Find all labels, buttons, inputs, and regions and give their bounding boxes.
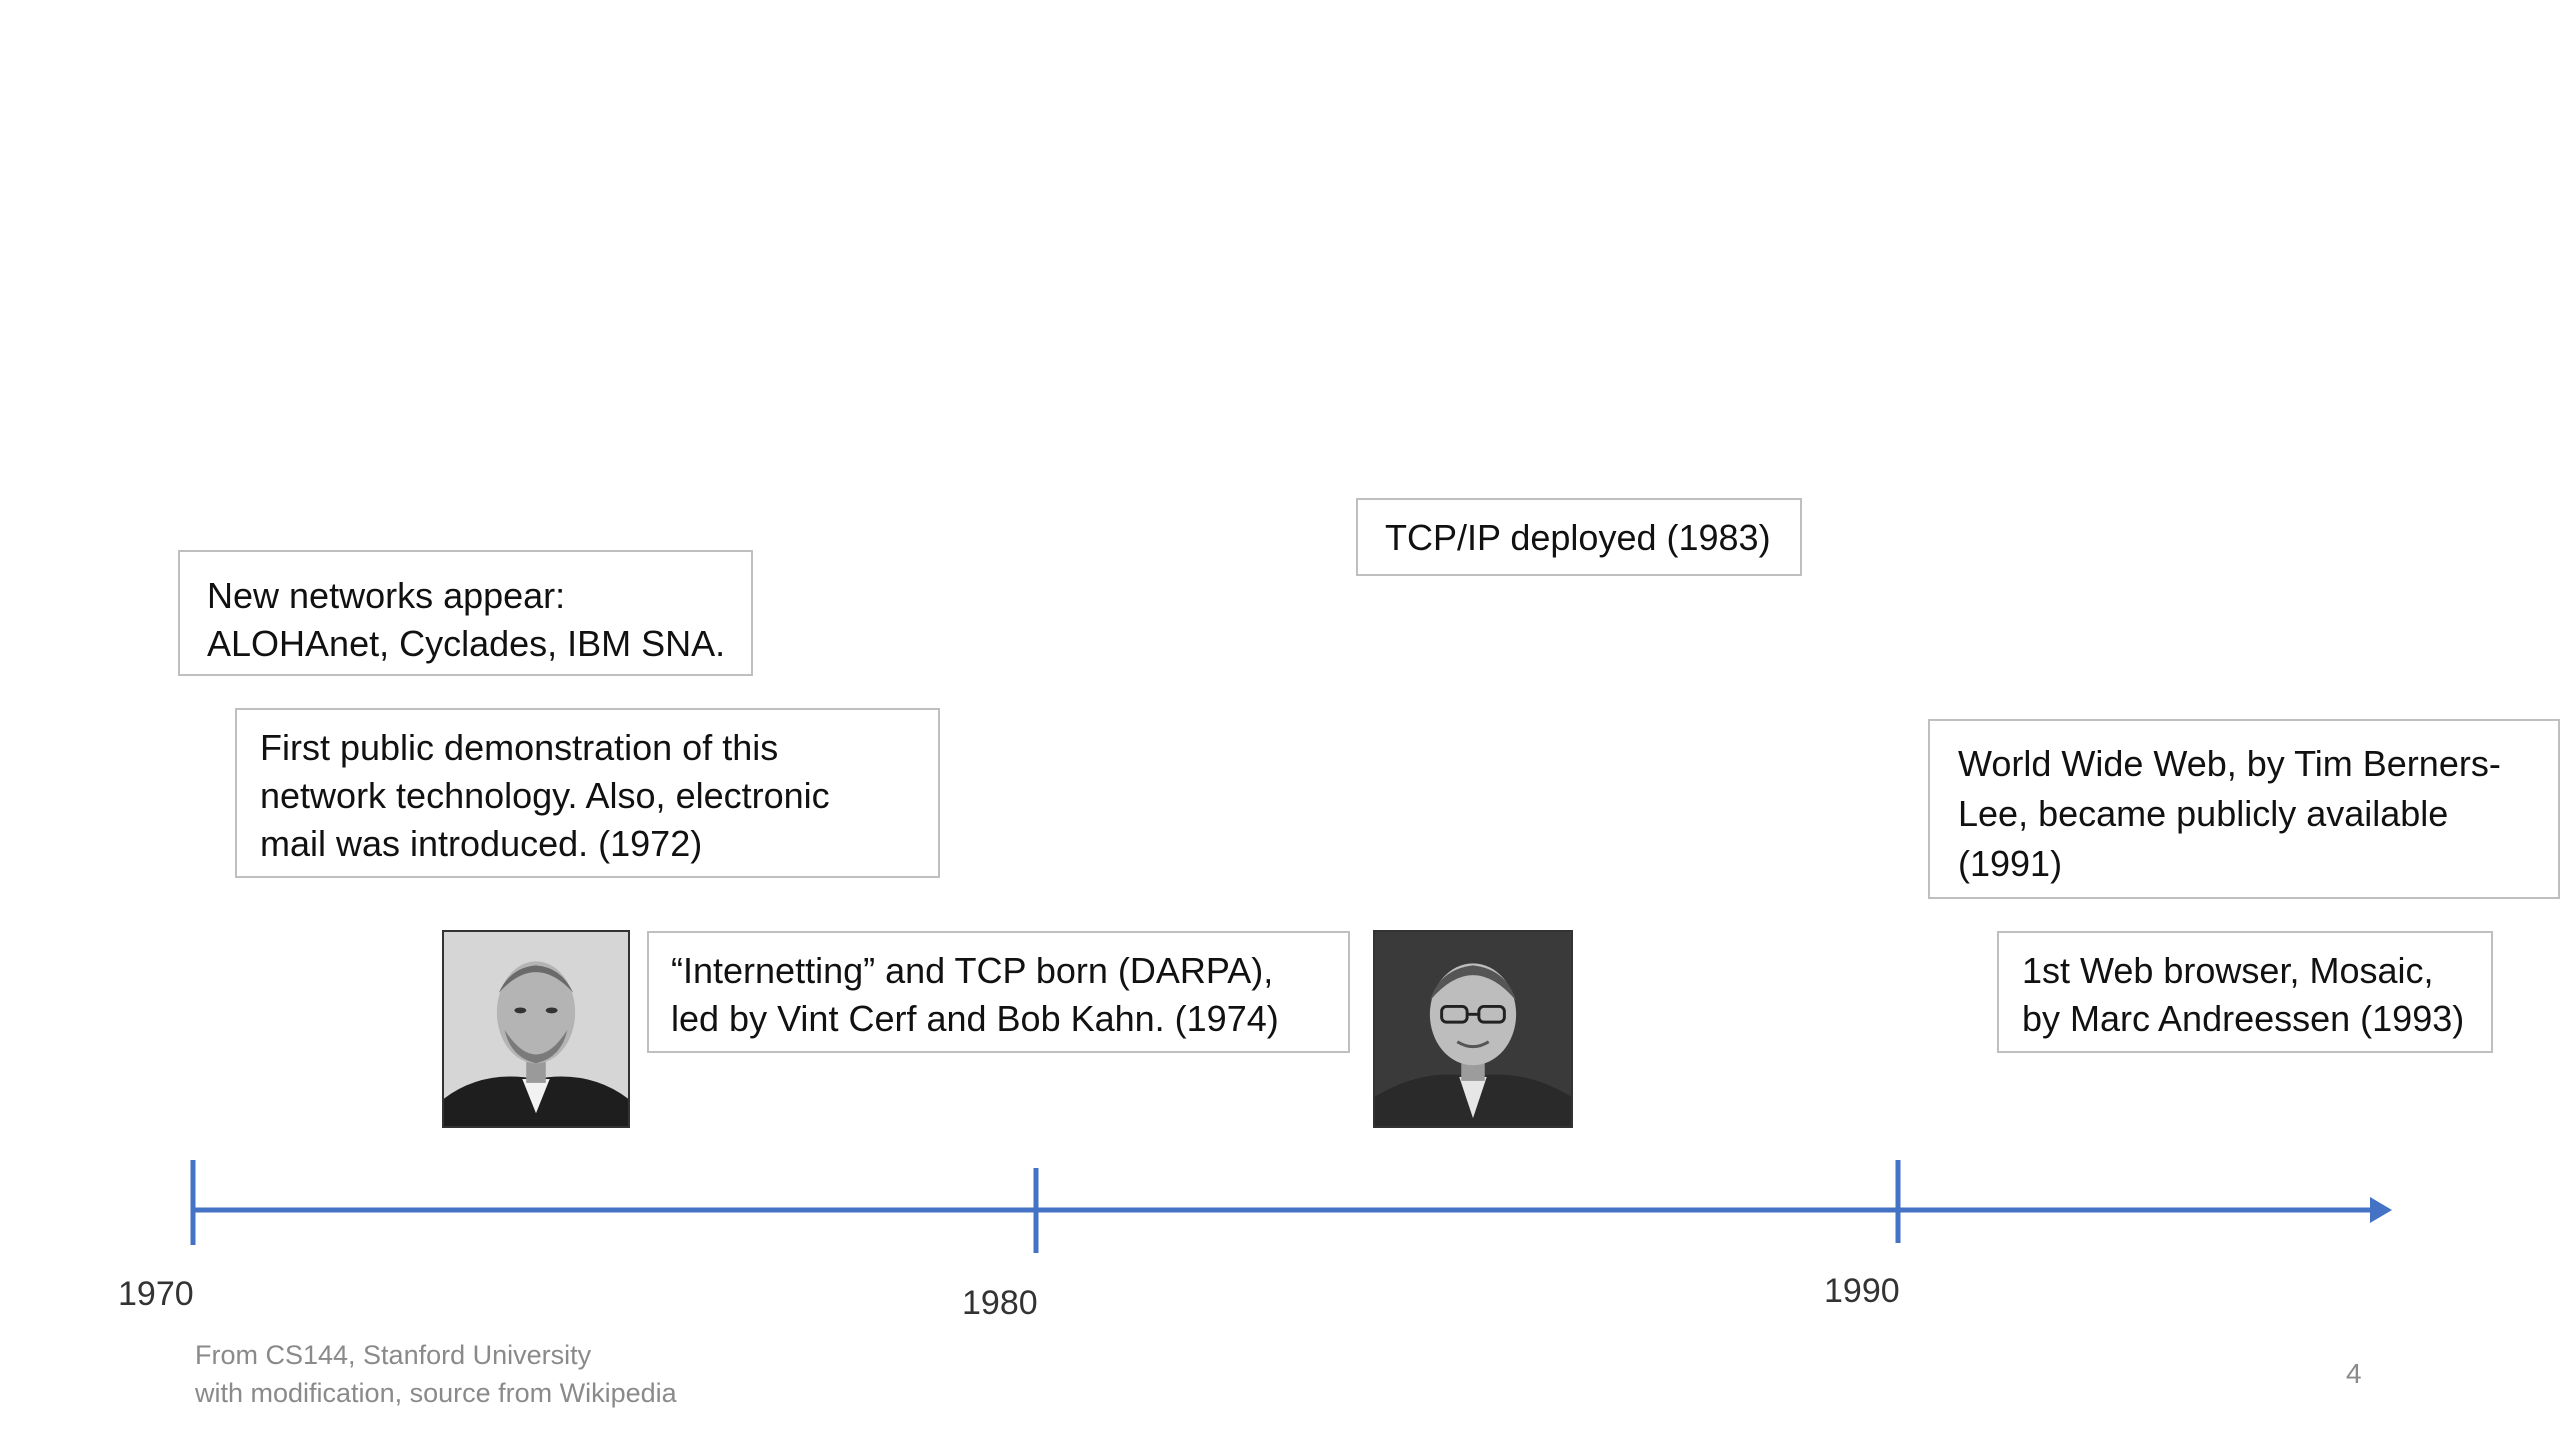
event-mosaic-browser: 1st Web browser, Mosaic, by Marc Andrees…: [1997, 931, 2493, 1053]
page-number: 4: [2346, 1358, 2362, 1389]
event-internetting-tcp: “Internetting” and TCP born (DARPA), led…: [647, 931, 1350, 1053]
timeline-arrowhead: [2370, 1197, 2392, 1223]
source-credit-line2: with modification, source from Wikipedia: [195, 1378, 677, 1408]
source-credit-line1: From CS144, Stanford University: [195, 1340, 592, 1370]
year-label-1970: 1970: [118, 1275, 194, 1313]
year-label-1980: 1980: [962, 1284, 1038, 1322]
year-label-1990: 1990: [1824, 1272, 1900, 1310]
source-credit: From CS144, Stanford University with mod…: [195, 1336, 677, 1412]
bob-kahn-photo: [1373, 930, 1573, 1128]
event-world-wide-web: World Wide Web, by Tim Berners- Lee, bec…: [1928, 719, 2560, 899]
event-tcpip-deployed: TCP/IP deployed (1983): [1356, 498, 1802, 576]
event-first-public-demo: First public demonstration of this netwo…: [235, 708, 940, 878]
vint-cerf-photo: [442, 930, 630, 1128]
event-new-networks: New networks appear: ALOHAnet, Cyclades,…: [178, 550, 753, 676]
